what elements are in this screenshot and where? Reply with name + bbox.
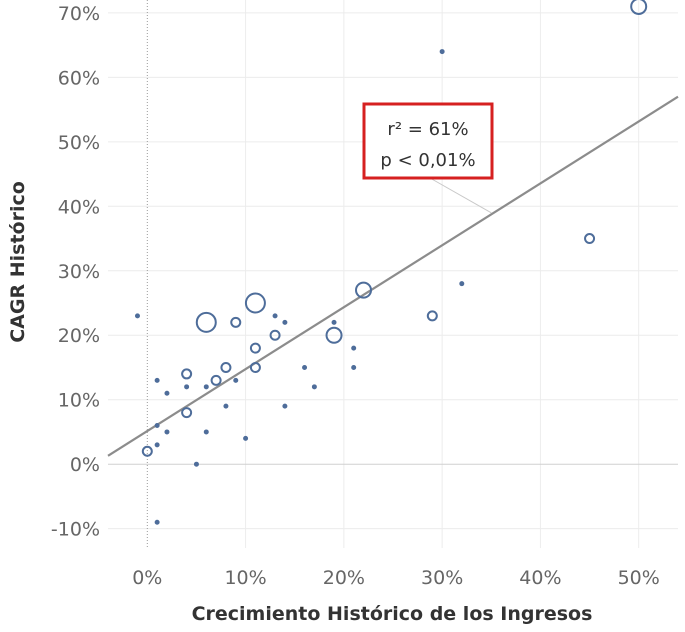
annotation-leader-line xyxy=(429,177,492,214)
data-point xyxy=(351,345,357,351)
data-point xyxy=(249,342,261,354)
data-point xyxy=(459,281,465,287)
data-point xyxy=(164,390,170,396)
data-point xyxy=(141,445,153,457)
x-tick-label: 10% xyxy=(224,567,266,589)
data-point xyxy=(220,361,232,373)
data-point xyxy=(302,364,308,370)
data-point xyxy=(331,319,337,325)
y-tick-label: 0% xyxy=(70,454,100,476)
x-tick-label: 0% xyxy=(132,567,162,589)
data-point xyxy=(351,364,357,370)
data-point xyxy=(325,326,343,344)
data-point xyxy=(210,374,222,386)
data-point xyxy=(584,233,596,245)
data-point xyxy=(282,403,288,409)
y-tick-label: 70% xyxy=(58,3,100,25)
x-tick-label: 50% xyxy=(618,567,660,589)
data-point xyxy=(181,368,193,380)
x-tick-label: 20% xyxy=(323,567,365,589)
data-point xyxy=(355,281,373,299)
data-point xyxy=(154,423,160,429)
data-point xyxy=(134,313,140,319)
data-point xyxy=(269,329,281,341)
y-tick-label: 40% xyxy=(58,196,100,218)
data-point xyxy=(230,316,242,328)
x-axis-title: Crecimiento Histórico de los Ingresos xyxy=(192,603,593,625)
data-point xyxy=(154,519,160,525)
y-tick-label: 10% xyxy=(58,390,100,412)
data-point xyxy=(282,319,288,325)
annotation-p-value: p < 0,01% xyxy=(380,150,475,171)
data-point xyxy=(181,407,193,419)
data-point xyxy=(203,384,209,390)
y-tick-label: 50% xyxy=(58,132,100,154)
annotation-box: r² = 61% p < 0,01% xyxy=(362,102,494,180)
grid-lines xyxy=(108,0,678,548)
data-point xyxy=(272,313,278,319)
data-points xyxy=(134,0,648,525)
y-tick-label: 60% xyxy=(58,67,100,89)
data-point xyxy=(233,377,239,383)
y-axis-title: CAGR Histórico xyxy=(7,181,29,343)
data-point xyxy=(154,442,160,448)
y-tick-label: 30% xyxy=(58,261,100,283)
data-point xyxy=(630,0,648,15)
annotation-border xyxy=(362,102,494,180)
y-tick-label: -10% xyxy=(51,519,100,541)
data-point xyxy=(426,310,438,322)
data-point xyxy=(154,377,160,383)
data-point xyxy=(223,403,229,409)
data-point xyxy=(164,429,170,435)
data-point xyxy=(244,292,266,314)
trend-line xyxy=(107,95,679,457)
annotation-r-squared: r² = 61% xyxy=(387,119,468,140)
y-tick-label: 20% xyxy=(58,325,100,347)
y-axis-ticks: -10% 0% 10% 20% 30% 40% 50% 60% 70% xyxy=(51,3,100,541)
data-point xyxy=(184,384,190,390)
data-point xyxy=(311,384,317,390)
data-point xyxy=(243,435,249,441)
x-tick-label: 40% xyxy=(519,567,561,589)
data-point xyxy=(195,311,217,333)
data-point xyxy=(203,429,209,435)
data-point xyxy=(249,361,261,373)
data-point xyxy=(439,49,445,55)
x-axis-ticks: 0% 10% 20% 30% 40% 50% xyxy=(132,567,660,589)
x-tick-label: 30% xyxy=(421,567,463,589)
data-point xyxy=(193,461,199,467)
